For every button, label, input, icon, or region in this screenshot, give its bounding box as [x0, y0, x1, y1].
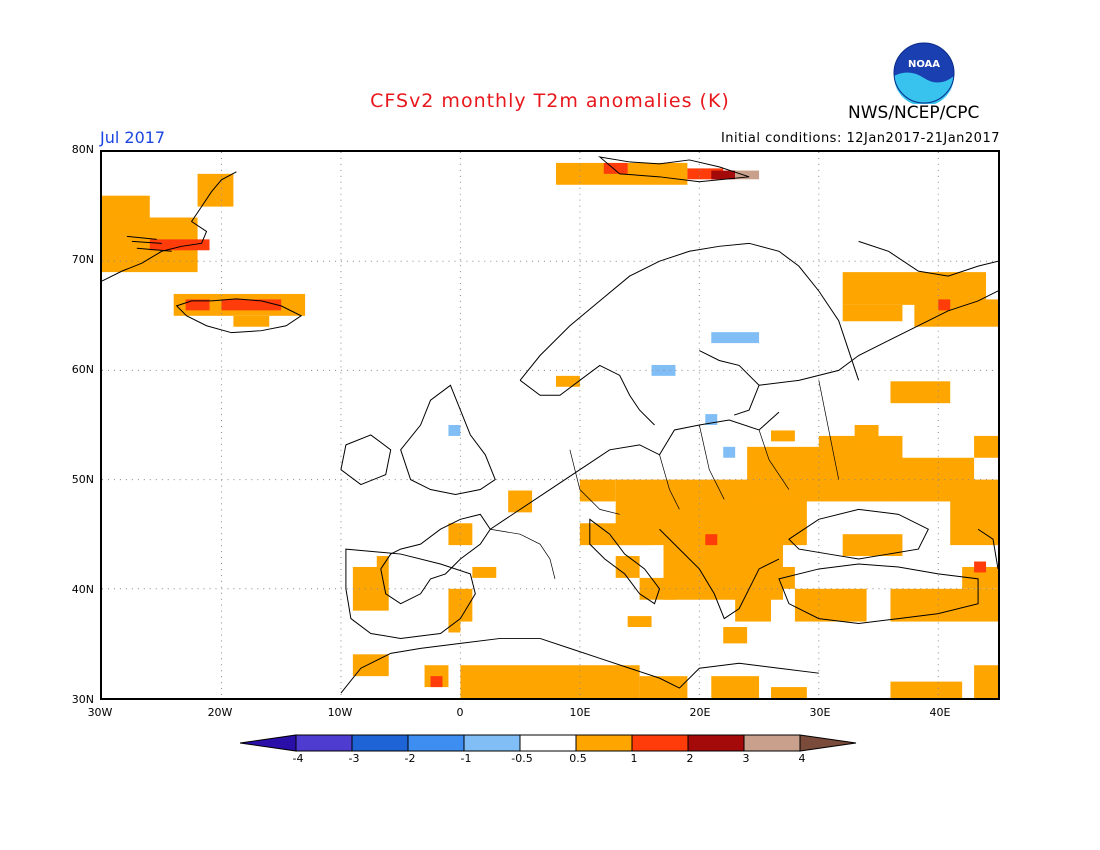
anomaly-cell-warm1 — [890, 681, 963, 698]
colorbar-label: 1 — [630, 752, 638, 765]
lat-label: 60N — [71, 363, 94, 376]
colorbar-label: -0.5 — [511, 752, 533, 765]
anomaly-cell-warm1 — [771, 687, 807, 698]
anomaly-cell-warm1 — [376, 556, 389, 567]
organization-label: NWS/NCEP/CPC — [848, 103, 980, 123]
colorbar-label: -4 — [292, 752, 304, 765]
anomaly-cell-warm1 — [962, 566, 998, 589]
lon-label: 0 — [456, 706, 464, 719]
anomaly-cell-warm1 — [472, 566, 497, 578]
colorbar-segment — [295, 734, 353, 752]
anomaly-cell-warm1 — [890, 381, 951, 404]
anomaly-cell-warm1 — [460, 665, 640, 698]
anomaly-cell-warm1 — [579, 479, 616, 502]
lon-label: 20W — [207, 706, 233, 719]
anomaly-cell-warm1 — [747, 566, 795, 589]
initial-conditions-label: Initial conditions: 12Jan2017-21Jan2017 — [720, 131, 1000, 146]
colorbar-label: -2 — [404, 752, 416, 765]
anomaly-cell-warm1 — [555, 375, 580, 387]
colorbar-label: -1 — [460, 752, 472, 765]
lon-label: 30W — [87, 706, 113, 719]
anomaly-cell-warm1 — [448, 621, 461, 633]
coastlines — [102, 156, 998, 694]
map-canvas — [102, 152, 998, 698]
graticule — [102, 152, 998, 698]
colorbar-segment — [743, 734, 801, 752]
anomaly-cell-warm2 — [705, 534, 718, 546]
anomaly-cell-warm2 — [974, 561, 987, 573]
anomaly-cell-warm1 — [842, 534, 903, 557]
anomaly-cell-warm1 — [723, 627, 748, 644]
colorbar-label: 3 — [742, 752, 750, 765]
colorbar-label: 0.5 — [569, 752, 587, 765]
anomaly-cell-warm1 — [771, 430, 795, 442]
anomaly-cell-warm2 — [185, 299, 210, 311]
anomaly-cell-warm1 — [974, 435, 998, 458]
forecast-month: Jul 2017 — [100, 128, 166, 147]
lat-label: 50N — [71, 473, 94, 486]
anomaly-cell-warm2 — [938, 299, 951, 311]
anomaly-map — [100, 150, 1000, 700]
colorbar-label: 4 — [798, 752, 806, 765]
lat-label: 80N — [71, 143, 94, 156]
colorbar-segment — [463, 734, 521, 752]
anomaly-cell-cool1 — [448, 425, 461, 436]
anomaly-cell-warm1 — [639, 676, 688, 698]
anomaly-cell-warm1 — [842, 304, 903, 322]
anomaly-cell-cool1 — [723, 446, 736, 458]
lat-label: 40N — [71, 583, 94, 596]
anomaly-cell-warm1 — [197, 173, 234, 207]
colorbar-segment — [687, 734, 745, 752]
anomaly-cell-warm1 — [794, 588, 867, 622]
anomaly-cell-warm2 — [687, 168, 724, 180]
anomaly-cell-warm1 — [615, 556, 640, 578]
colorbar-segment — [351, 734, 409, 752]
lon-label: 10W — [327, 706, 353, 719]
lat-label: 70N — [71, 253, 94, 266]
anomaly-cell-warm1 — [950, 479, 998, 546]
colorbar-label: -3 — [348, 752, 360, 765]
colorbar-arrow-left — [240, 734, 297, 752]
anomaly-cell-warm1 — [508, 490, 533, 513]
anomaly-cell-warm1 — [233, 315, 270, 327]
anomaly-cell-cool1 — [705, 414, 718, 425]
anomaly-cell-warm1 — [352, 654, 389, 677]
anomaly-cell-cool1 — [711, 332, 760, 344]
noaa-logo: NOAA — [893, 42, 955, 104]
anomaly-cell-warm2 — [149, 239, 210, 251]
colorbar — [240, 734, 857, 752]
anomaly-cell-warm1 — [890, 588, 998, 622]
anomaly-cell-warm2 — [603, 162, 628, 174]
colorbar-segment — [631, 734, 689, 752]
colorbar-label: 2 — [686, 752, 694, 765]
anomaly-cell-warm1 — [914, 299, 998, 327]
anomaly-cell-warm1 — [854, 425, 879, 447]
lon-label: 40E — [929, 706, 951, 719]
anomaly-cell-warm2 — [430, 676, 443, 688]
colorbar-segment — [519, 734, 577, 752]
lon-label: 20E — [689, 706, 711, 719]
anomaly-cell-warm1 — [711, 676, 760, 698]
lat-label: 30N — [71, 693, 94, 706]
anomaly-cell-warm3 — [711, 170, 736, 180]
anomaly-cell-warm1 — [627, 616, 652, 628]
anomaly-cell-warm1 — [102, 195, 150, 218]
anomaly-cell-warm1 — [579, 523, 652, 546]
noaa-logo-text: NOAA — [908, 59, 940, 70]
colorbar-arrow-right — [799, 734, 857, 752]
anomaly-cell-warm4 — [735, 170, 760, 180]
lon-label: 30E — [809, 706, 831, 719]
lon-label: 10E — [569, 706, 591, 719]
anomaly-cell-warm1 — [974, 665, 998, 698]
colorbar-segment — [575, 734, 633, 752]
anomaly-cell-warm2 — [221, 299, 282, 311]
colorbar-segment — [407, 734, 465, 752]
map-title: CFSv2 monthly T2m anomalies (K) — [370, 90, 730, 112]
